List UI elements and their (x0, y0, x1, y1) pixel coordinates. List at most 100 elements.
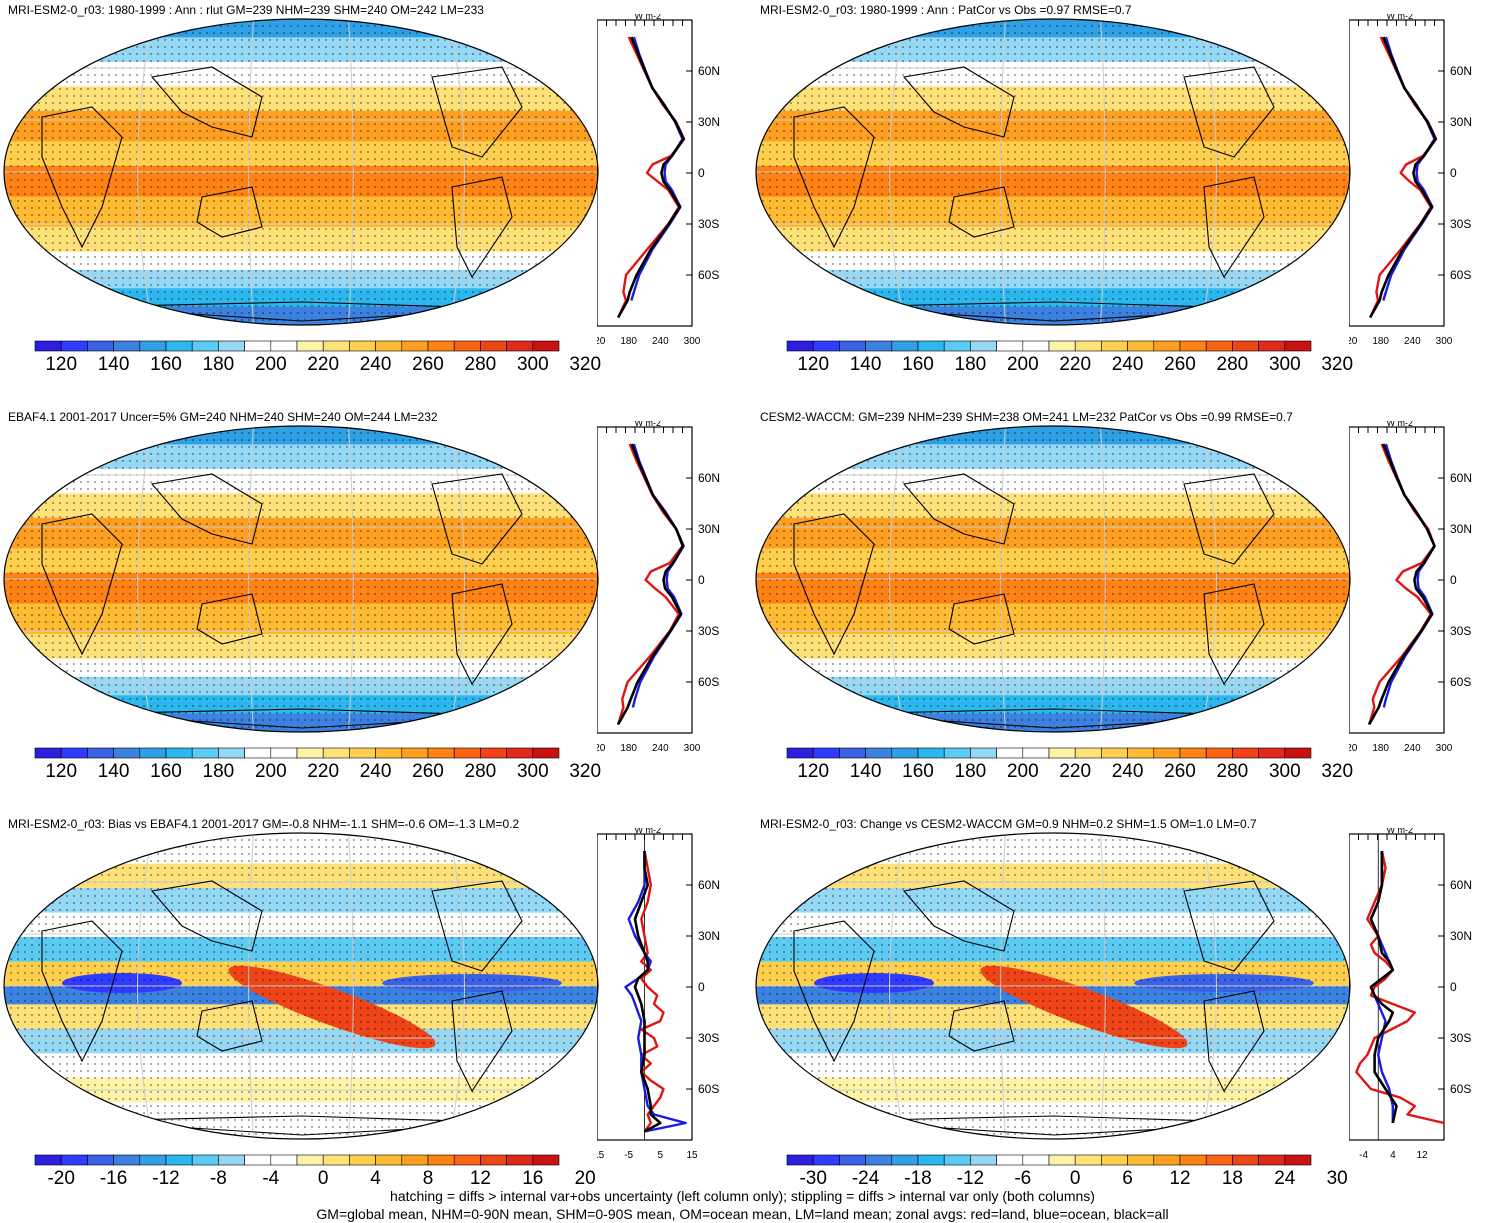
colorbar-swatch (349, 340, 376, 352)
lat-tick-label: 30S (698, 217, 719, 231)
colorbar-swatch (865, 1154, 893, 1166)
colorbar-tick-label: 280 (1216, 761, 1249, 782)
colorbar-swatch (532, 1154, 560, 1166)
colorbar-tick-label: 160 (150, 761, 182, 782)
colorbar-tick-label: 12 (469, 1168, 491, 1189)
colorbar-tick-label: 260 (412, 354, 444, 375)
zonal-x-tick-label: 120 (1349, 743, 1358, 754)
colorbar-swatch (375, 340, 403, 352)
colorbar-tick-label: 280 (464, 761, 497, 782)
colorbar-labels: 120 140 160 180 200 220 240 260 280 300 320 (34, 761, 601, 785)
colorbar-tick-label: 160 (902, 761, 934, 782)
colorbar-swatch (996, 747, 1024, 759)
colorbar-tick-label: 20 (574, 1168, 596, 1189)
zonal-unit-label: W m-2 (1387, 421, 1414, 428)
colorbar-swatch (375, 747, 403, 759)
lat-tick-label: 30N (698, 522, 720, 536)
zonal-x-tick-label: 240 (652, 336, 669, 347)
colorbar-tick-label: 260 (1164, 761, 1196, 782)
colorbar-swatch (453, 340, 481, 352)
zonal-unit-label: W m-2 (635, 828, 662, 835)
colorbar-swatch (401, 747, 429, 759)
colorbar (786, 1154, 1312, 1166)
zonal-x-tick-label: -15 (597, 1150, 605, 1161)
colorbar-swatch (1258, 1154, 1286, 1166)
colorbar-swatch (244, 747, 272, 759)
colorbar-swatch (1074, 340, 1102, 352)
colorbar-swatch (996, 340, 1024, 352)
colorbar-swatch (839, 1154, 866, 1166)
colorbar-swatch (87, 340, 114, 352)
colorbar-swatch (60, 1154, 88, 1166)
colorbar-swatch (506, 747, 534, 759)
colorbar-swatch (532, 340, 560, 352)
lat-tick-label: 60N (698, 471, 720, 485)
colorbar-tick-label: 240 (359, 354, 392, 375)
colorbar-swatch (1048, 340, 1076, 352)
colorbar-tick-label: 320 (569, 761, 602, 782)
colorbar-swatch (1022, 747, 1050, 759)
zonal-x-tick-label: 4 (1390, 1150, 1396, 1161)
colorbar-swatch (839, 747, 866, 759)
colorbar-tick-label: 6 (1122, 1168, 1133, 1189)
zonal-x-tick-label: 180 (1372, 336, 1389, 347)
lat-tick-label: 0 (1450, 573, 1457, 587)
lat-tick-label: 0 (698, 980, 705, 994)
panel-title: EBAF4.1 2001-2017 Uncer=5% GM=240 NHM=24… (8, 410, 438, 424)
colorbar-swatch (506, 1154, 534, 1166)
panel-title: MRI-ESM2-0_r03: 1980-1999 : Ann : rlut G… (8, 3, 484, 17)
zonal-x-tick-label: 5 (658, 1150, 664, 1161)
colorbar-tick-label: 260 (1164, 354, 1196, 375)
lat-tick-label: 0 (698, 166, 705, 180)
colorbar (786, 747, 1312, 759)
colorbar-tick-label: -18 (904, 1168, 932, 1189)
zonal-series-land (1369, 36, 1438, 319)
colorbar-swatch (891, 1154, 919, 1166)
colorbar-tick-label: -4 (262, 1168, 280, 1189)
colorbar-swatch (943, 747, 971, 759)
colorbar-swatch (1101, 1154, 1128, 1166)
colorbar-swatch (1127, 1154, 1155, 1166)
zonal-x-tick-label: 300 (684, 743, 701, 754)
colorbar-swatch (532, 747, 560, 759)
zonal-series-ocean (624, 851, 687, 1133)
colorbar-tick-label: 180 (202, 354, 235, 375)
zonal-x-tick-label: 120 (1349, 336, 1358, 347)
colorbar-tick-label: 240 (1111, 761, 1144, 782)
colorbar-swatch (1284, 747, 1312, 759)
colorbar-swatch (60, 340, 88, 352)
colorbar-swatch (1101, 340, 1128, 352)
colorbar-swatch (270, 1154, 298, 1166)
footer-line-1: hatching = diffs > internal var+obs unce… (390, 1188, 1095, 1204)
panel-title: MRI-ESM2-0_r03: Change vs CESM2-WACCM GM… (760, 817, 1257, 831)
colorbar-tick-label: 24 (1274, 1168, 1296, 1189)
lat-tick-label: 60S (1450, 1082, 1471, 1096)
colorbar-swatch (1074, 1154, 1102, 1166)
lat-tick-label: 30N (698, 115, 720, 129)
colorbar-swatch (1179, 340, 1207, 352)
colorbar-swatch (218, 747, 245, 759)
zonal-x-tick-label: 180 (1372, 743, 1389, 754)
zonal-x-tick-label: 300 (1436, 336, 1453, 347)
colorbar-swatch (218, 1154, 245, 1166)
lat-tick-label: 0 (698, 573, 705, 587)
colorbar-swatch (786, 340, 814, 352)
colorbar-swatch (113, 1154, 141, 1166)
zonal-x-tick-label: -5 (624, 1150, 633, 1161)
zonal-series-land (640, 850, 665, 1133)
colorbar-swatch (1284, 340, 1312, 352)
colorbar-swatch (1048, 1154, 1076, 1166)
colorbar-swatch (401, 340, 429, 352)
colorbar-tick-label: 140 (849, 354, 882, 375)
colorbar-tick-label: 30 (1326, 1168, 1348, 1189)
zonal-mean-plot: 60N 30N 0 30S 60S W m-2 120 180 240 300 (597, 14, 720, 347)
lat-tick-label: 60N (1450, 64, 1472, 78)
colorbar-swatch (812, 340, 840, 352)
colorbar-tick-label: 4 (370, 1168, 381, 1189)
lat-tick-label: 30S (698, 1031, 719, 1045)
panel-title: MRI-ESM2-0_r03: Bias vs EBAF4.1 2001-201… (8, 817, 520, 831)
zonal-series-land (1355, 850, 1445, 1125)
colorbar-tick-label: 140 (849, 761, 882, 782)
colorbar-tick-label: 300 (1268, 761, 1301, 782)
colorbar-tick-label: 200 (1006, 761, 1039, 782)
